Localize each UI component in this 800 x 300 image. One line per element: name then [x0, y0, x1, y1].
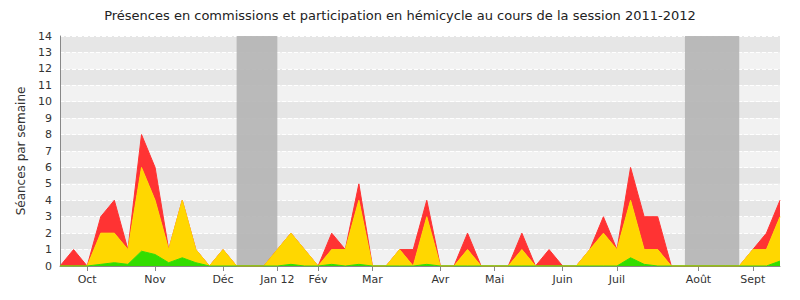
svg-text:5: 5 — [45, 177, 52, 190]
svg-text:Juin: Juin — [552, 273, 573, 286]
svg-text:Juil: Juil — [608, 273, 625, 286]
svg-text:7: 7 — [45, 145, 52, 158]
svg-text:Nov: Nov — [144, 273, 166, 286]
svg-text:Présences en commissions et pa: Présences en commissions et participatio… — [104, 8, 696, 23]
svg-text:0: 0 — [45, 260, 52, 273]
svg-text:12: 12 — [38, 62, 52, 75]
svg-text:13: 13 — [38, 46, 52, 59]
svg-text:10: 10 — [38, 95, 52, 108]
svg-text:Mar: Mar — [362, 273, 383, 286]
svg-text:9: 9 — [45, 112, 52, 125]
svg-text:4: 4 — [45, 194, 52, 207]
svg-text:6: 6 — [45, 161, 52, 174]
svg-text:Jan 12: Jan 12 — [259, 273, 294, 286]
svg-text:Déc: Déc — [212, 273, 233, 286]
svg-text:Fév: Fév — [309, 273, 328, 286]
svg-text:2: 2 — [45, 227, 52, 240]
svg-text:Août: Août — [686, 273, 712, 286]
svg-text:11: 11 — [38, 79, 52, 92]
svg-text:Sept: Sept — [740, 273, 766, 286]
svg-text:8: 8 — [45, 128, 52, 141]
svg-text:1: 1 — [45, 243, 52, 256]
svg-text:Séances par semaine: Séances par semaine — [14, 87, 28, 216]
svg-text:14: 14 — [38, 30, 52, 43]
svg-text:Avr: Avr — [431, 273, 449, 286]
svg-text:3: 3 — [45, 210, 52, 223]
svg-text:Mai: Mai — [485, 273, 504, 286]
svg-text:Oct: Oct — [78, 273, 98, 286]
